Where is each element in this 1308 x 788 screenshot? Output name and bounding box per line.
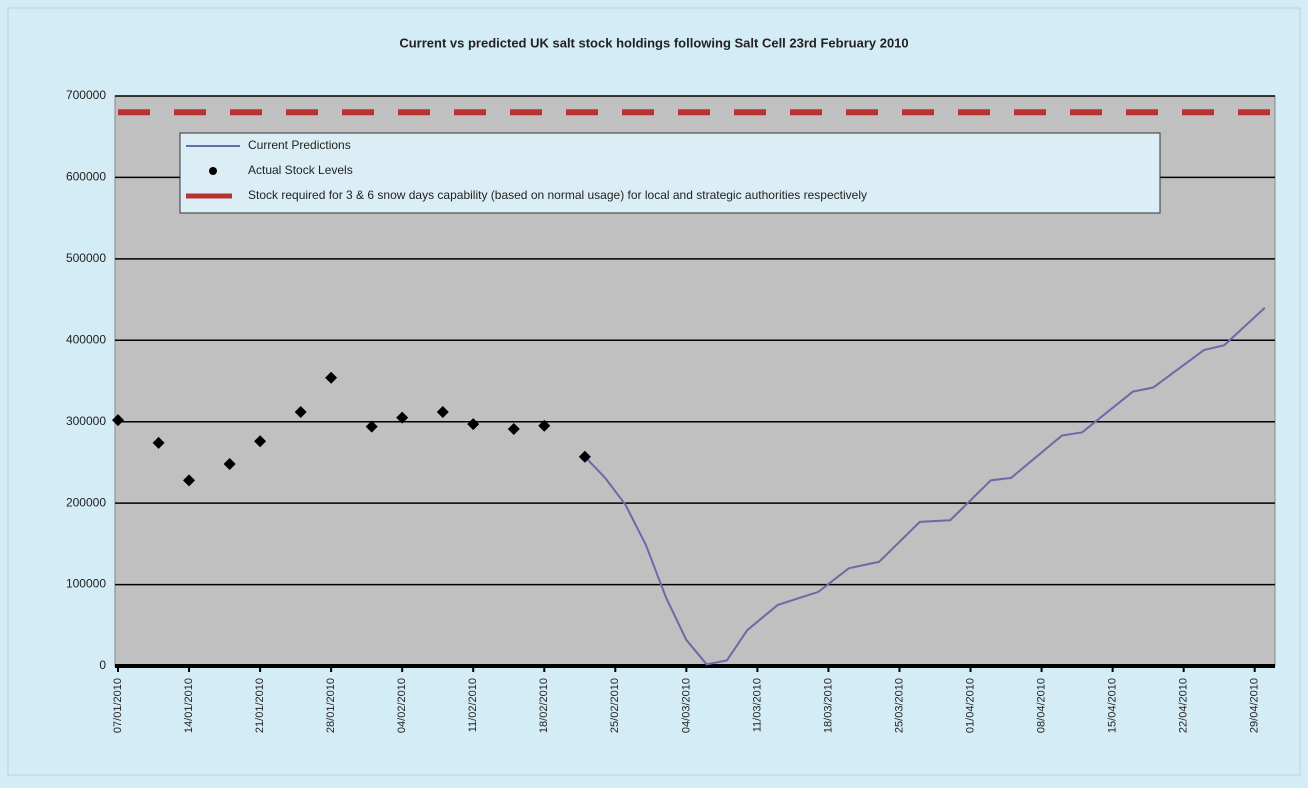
prediction-line bbox=[584, 306, 1266, 666]
y-tick-label: 200000 bbox=[66, 495, 106, 509]
x-tick-label: 07/01/2010 bbox=[112, 678, 124, 733]
stock-point bbox=[365, 420, 378, 433]
legend-label: Actual Stock Levels bbox=[248, 163, 353, 177]
x-tick-label: 29/04/2010 bbox=[1249, 678, 1261, 733]
y-tick-label: 0 bbox=[99, 658, 106, 672]
stock-point bbox=[183, 474, 196, 487]
stock-point bbox=[254, 435, 267, 448]
y-tick-label: 700000 bbox=[66, 88, 106, 102]
x-tick-label: 22/04/2010 bbox=[1178, 678, 1190, 733]
x-tick-label: 18/02/2010 bbox=[538, 678, 550, 733]
y-tick-label: 500000 bbox=[66, 251, 106, 265]
x-tick-label: 11/02/2010 bbox=[467, 678, 479, 732]
x-tick-label: 04/02/2010 bbox=[396, 678, 408, 733]
stock-point bbox=[294, 405, 307, 418]
x-tick-label: 14/01/2010 bbox=[183, 678, 195, 733]
legend bbox=[179, 132, 1161, 214]
stock-point bbox=[152, 436, 165, 449]
stock-point bbox=[436, 405, 449, 418]
stock-point bbox=[223, 458, 236, 471]
x-tick-label: 21/01/2010 bbox=[254, 678, 266, 733]
stock-point bbox=[396, 411, 409, 424]
x-tick-label: 25/02/2010 bbox=[609, 678, 621, 733]
legend-swatch bbox=[209, 167, 217, 175]
chart-title: Current vs predicted UK salt stock holdi… bbox=[399, 35, 908, 50]
stock-point bbox=[112, 414, 124, 427]
y-tick-label: 100000 bbox=[66, 577, 106, 591]
y-tick-label: 300000 bbox=[66, 414, 106, 428]
x-tick-label: 11/03/2010 bbox=[751, 678, 763, 732]
stock-point bbox=[538, 419, 551, 432]
x-tick-label: 04/03/2010 bbox=[680, 678, 692, 733]
x-tick-label: 28/01/2010 bbox=[325, 678, 337, 733]
stock-point bbox=[507, 423, 520, 436]
x-tick-label: 08/04/2010 bbox=[1035, 678, 1047, 733]
x-tick-label: 18/03/2010 bbox=[822, 678, 834, 733]
legend-label: Stock required for 3 & 6 snow days capab… bbox=[248, 188, 867, 202]
stock-point bbox=[467, 418, 480, 431]
stock-point bbox=[578, 450, 591, 463]
y-tick-label: 600000 bbox=[66, 170, 106, 184]
x-tick-label: 15/04/2010 bbox=[1107, 678, 1119, 733]
y-tick-label: 400000 bbox=[66, 332, 106, 346]
stock-point bbox=[325, 371, 338, 384]
x-tick-label: 25/03/2010 bbox=[893, 678, 905, 733]
x-tick-label: 01/04/2010 bbox=[964, 678, 976, 733]
legend-label: Current Predictions bbox=[248, 138, 351, 152]
